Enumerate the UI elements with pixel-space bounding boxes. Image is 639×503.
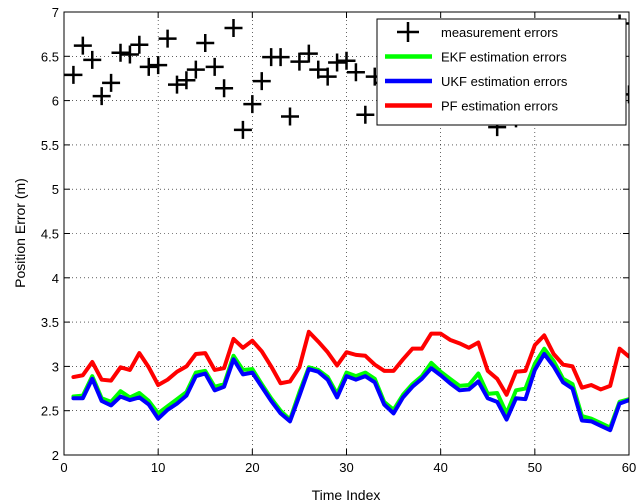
y-axis-label: Position Error (m)	[12, 178, 28, 288]
data-point	[83, 50, 102, 69]
y-tick-label: 3	[52, 359, 59, 374]
data-point	[111, 43, 130, 62]
y-tick-label: 4.5	[41, 227, 59, 242]
data-point	[309, 60, 328, 79]
data-point	[92, 87, 111, 106]
data-point	[64, 65, 83, 84]
x-tick-label: 30	[339, 460, 353, 475]
data-point	[271, 48, 290, 67]
data-point	[168, 75, 186, 94]
series-line-pf-estimation-errors	[71, 329, 629, 397]
y-tick-label: 3.5	[41, 315, 59, 330]
data-point	[196, 34, 215, 53]
x-tick-label: 40	[433, 460, 447, 475]
y-tick-label: 2.5	[41, 404, 59, 419]
data-point	[158, 29, 177, 48]
data-point	[120, 45, 139, 64]
x-tick-label: 60	[622, 460, 636, 475]
y-tick-label: 5	[52, 182, 59, 197]
x-tick-label: 20	[245, 460, 259, 475]
x-tick-label: 0	[60, 460, 67, 475]
legend: measurement errors EKF estimation errors U…	[376, 18, 627, 126]
x-axis-label: Time Index	[312, 487, 381, 503]
data-point	[233, 120, 252, 139]
data-point	[149, 56, 168, 75]
legend-label: UKF estimation errors	[441, 74, 568, 89]
data-point	[318, 67, 337, 86]
legend-swatch-marker	[397, 22, 419, 42]
legend-label: measurement errors	[441, 25, 559, 40]
data-point	[337, 51, 356, 70]
data-point	[73, 36, 92, 55]
y-tick-label: 7	[52, 5, 59, 20]
data-point	[102, 73, 121, 92]
data-point	[252, 72, 271, 91]
data-point	[346, 63, 365, 82]
legend-label: PF estimation errors	[441, 99, 559, 114]
data-point	[205, 57, 224, 76]
data-point	[177, 71, 196, 90]
data-point	[186, 60, 205, 79]
y-tick-label: 4	[52, 271, 59, 286]
x-tick-label: 10	[151, 460, 165, 475]
series-line-ukf-estimation-errors	[71, 352, 629, 433]
data-point	[215, 79, 234, 98]
data-point	[281, 107, 299, 126]
x-tick-label: 50	[528, 460, 542, 475]
y-tick-label: 5.5	[41, 138, 59, 153]
data-point	[224, 18, 243, 37]
y-tick-label: 6.5	[41, 49, 59, 64]
y-tick-label: 6	[52, 94, 59, 109]
data-point	[299, 44, 318, 63]
series-line-ekf-estimation-errors	[71, 346, 629, 430]
data-point	[290, 52, 309, 71]
data-point	[130, 35, 149, 54]
data-point	[243, 95, 262, 114]
data-point	[328, 53, 347, 72]
data-point	[356, 105, 375, 124]
y-tick-label: 2	[52, 448, 59, 463]
legend-label: EKF estimation errors	[441, 50, 567, 65]
data-point	[139, 57, 158, 76]
